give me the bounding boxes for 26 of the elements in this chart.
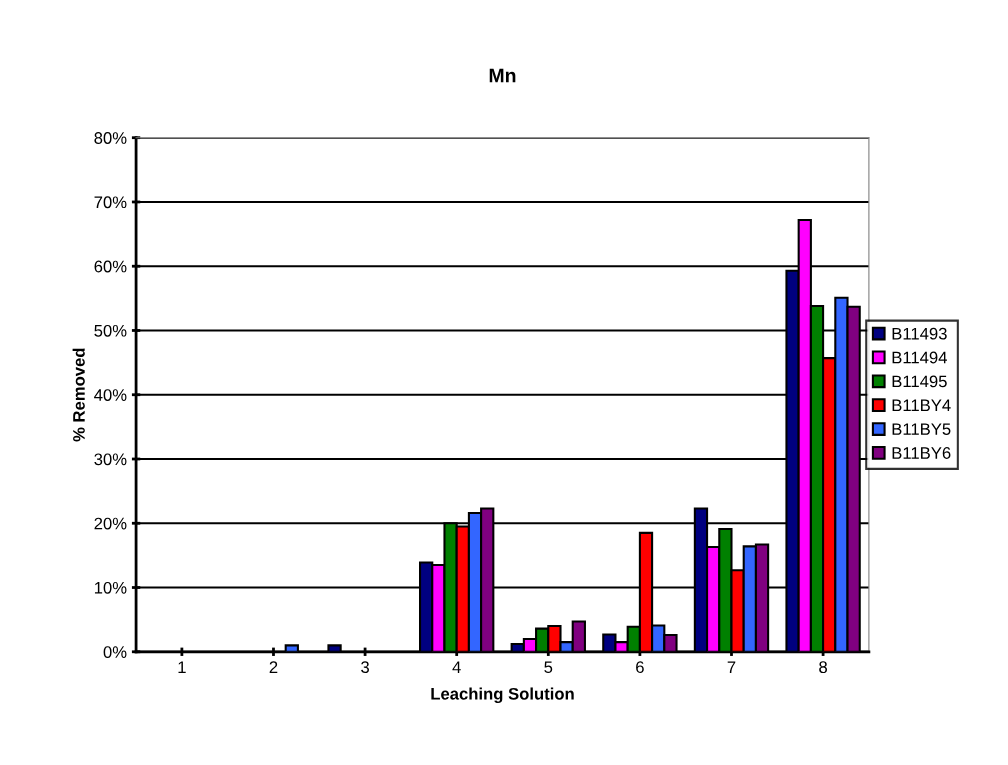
x-tick-label: 5: [544, 661, 553, 674]
legend-label: B11493: [892, 327, 947, 340]
x-tick-label: 2: [269, 661, 278, 673]
legend-label: B11BY5: [892, 423, 951, 436]
y-axis-title: % Removed: [72, 348, 85, 442]
x-tick-label: 7: [727, 661, 736, 673]
legend-label: B11BY6: [892, 447, 951, 459]
x-tick-label: 8: [819, 661, 828, 674]
x-tick-label: 6: [636, 661, 644, 674]
x-axis-title: Leaching Solution: [431, 687, 574, 704]
y-tick-label: 50%: [94, 324, 127, 337]
y-tick-label: 10%: [94, 581, 127, 594]
legend-label: B11495: [892, 375, 947, 388]
y-tick-label: 70%: [94, 196, 127, 209]
y-tick-label: 80%: [94, 132, 127, 144]
x-tick-label: 3: [361, 661, 369, 674]
legend-label: B11BY4: [892, 399, 951, 411]
y-tick-label: 40%: [94, 389, 127, 401]
y-tick-label: 20%: [94, 517, 127, 530]
legend-label: B11494: [892, 351, 947, 364]
x-tick-label: 4: [452, 661, 461, 673]
y-tick-label: 60%: [94, 260, 127, 273]
y-tick-label: 30%: [94, 453, 127, 466]
y-tick-label: 0%: [103, 646, 127, 658]
chart-title: Mn: [489, 68, 516, 83]
x-tick-label: 1: [178, 661, 186, 673]
